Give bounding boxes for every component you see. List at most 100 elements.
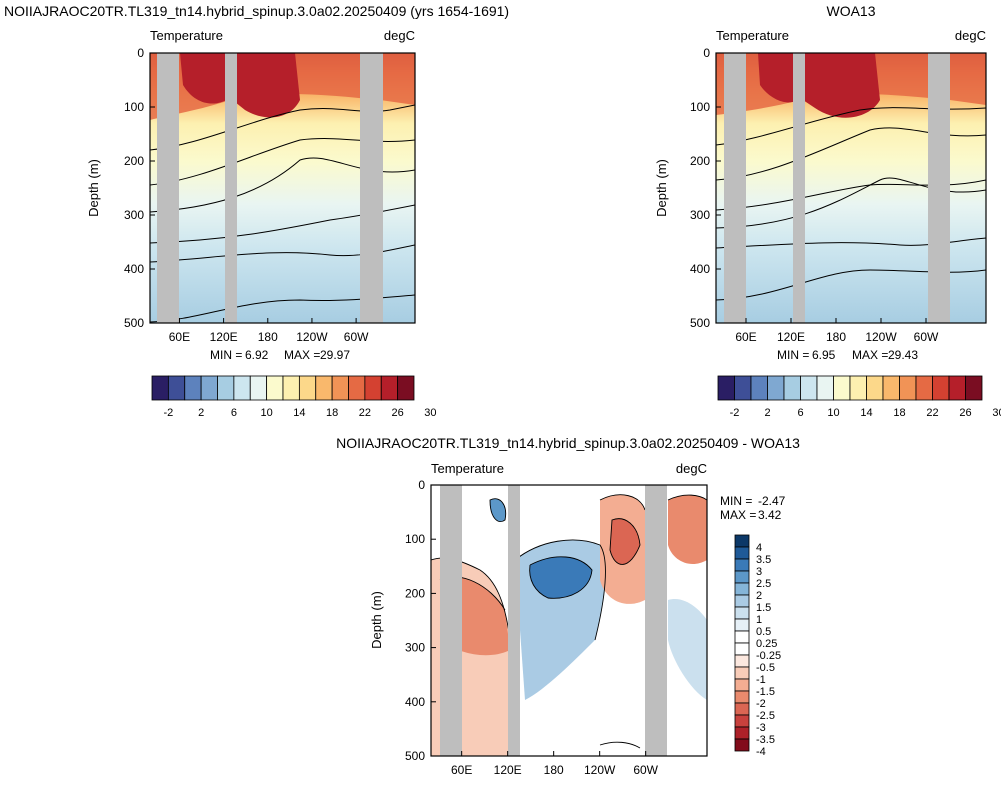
colorbar-swatch: [833, 375, 851, 401]
plot-area: [150, 53, 415, 323]
colorbar-swatch: [298, 375, 317, 401]
colorbar-label: -2: [730, 407, 740, 419]
colorbar-label: 14: [293, 407, 305, 419]
positive-anomaly: [610, 518, 640, 565]
colorbar-swatch: [783, 375, 801, 401]
y-tick-label: 300: [690, 208, 710, 222]
colorbar-label: -3.5: [756, 734, 775, 746]
x-tick-label: 60W: [344, 330, 369, 344]
colorbar-label: -2: [163, 407, 173, 419]
colorbar-label: 0.5: [756, 626, 771, 638]
colorbar-swatch: [397, 375, 415, 401]
x-tick-label: 120W: [296, 330, 328, 344]
colorbar-swatch: [734, 714, 750, 728]
land-mask-americas: [645, 485, 667, 756]
y-tick-label: 500: [690, 316, 710, 330]
x-tick-label: 120W: [865, 330, 897, 344]
plot-frame: [149, 52, 416, 324]
units-label: degC: [955, 28, 986, 43]
colorbar-label: 14: [860, 407, 872, 419]
y-tick-label: 400: [124, 262, 144, 276]
colorbar-label: -2.5: [756, 710, 775, 722]
min-value: 6.95: [812, 348, 836, 362]
y-axis-label: Depth (m): [369, 591, 384, 649]
y-axis-label: Depth (m): [86, 159, 101, 217]
colorbar-swatch: [734, 534, 750, 548]
x-tick-label: 120E: [494, 763, 522, 777]
colorbar-swatch: [734, 630, 750, 644]
land-mask-africa: [157, 53, 179, 323]
negative-anomaly: [529, 556, 592, 599]
colorbar-swatch: [151, 375, 169, 401]
land-mask-maritime: [225, 53, 237, 323]
panel-title: NOIIAJRAOC20TR.TL319_tn14.hybrid_spinup.…: [336, 435, 800, 451]
colorbar-swatch: [882, 375, 900, 401]
colorbar-label: 2: [764, 407, 770, 419]
min-label: MIN =: [777, 348, 809, 362]
y-tick-label: 200: [690, 154, 710, 168]
colorbar-label: 30: [992, 407, 1001, 419]
colorbar-swatch: [899, 375, 917, 401]
plot-area: [716, 53, 986, 323]
y-tick-label: 0: [703, 46, 710, 60]
max-value: 3.42: [758, 508, 782, 522]
colorbar-swatch: [200, 375, 218, 401]
units-label: degC: [384, 28, 415, 43]
colorbar-swatch: [948, 375, 966, 401]
colorbar-swatch: [816, 375, 834, 401]
plot-area: [431, 485, 707, 756]
variable-label: Temperature: [150, 28, 223, 43]
colorbar-swatch: [315, 375, 333, 401]
colorbar-swatch: [734, 618, 750, 632]
land-mask-africa: [724, 53, 746, 323]
colorbar-label: 0.25: [756, 638, 777, 650]
panel-title: NOIIAJRAOC20TR.TL319_tn14.hybrid_spinup.…: [4, 3, 509, 19]
colorbar-swatch: [750, 375, 768, 401]
colorbar-label: 3: [756, 566, 762, 578]
y-tick-label: 100: [690, 100, 710, 114]
x-tick-label: 60W: [633, 763, 658, 777]
panel-title: WOA13: [826, 3, 875, 19]
min-value: -2.47: [758, 494, 786, 508]
colorbar-label: 2: [198, 407, 204, 419]
colorbar-label: -2: [756, 698, 766, 710]
colorbar-swatch: [734, 558, 750, 572]
y-axis-label: Depth (m): [654, 159, 669, 217]
colorbar-swatch: [380, 375, 399, 401]
max-label: MAX =: [284, 348, 320, 362]
colorbar-swatch: [348, 375, 366, 401]
land-mask-africa: [440, 485, 462, 756]
land-mask-americas: [928, 53, 950, 323]
warm-pool-core: [180, 53, 300, 118]
colorbar-swatch: [734, 702, 750, 716]
panel-difference: NOIIAJRAOC20TR.TL319_tn14.hybrid_spinup.…: [336, 435, 800, 777]
min-label: MIN =: [720, 494, 752, 508]
panel-woa13-temperature: WOA13 Temperature degC 0100200300400500 …: [654, 3, 1001, 419]
colorbar-swatch: [282, 375, 300, 401]
colorbar-swatch: [331, 375, 349, 401]
colorbar-label: 2.5: [756, 578, 771, 590]
colorbar-swatch: [866, 375, 884, 401]
negative-anomaly: [668, 599, 707, 700]
x-tick-label: 180: [826, 330, 846, 344]
max-label: MAX =: [852, 348, 888, 362]
colorbar-label: 26: [959, 407, 971, 419]
x-tick-label: 60E: [451, 763, 472, 777]
colorbar-swatch: [849, 375, 867, 401]
y-tick-label: 200: [405, 586, 425, 600]
y-tick-label: 500: [405, 749, 425, 763]
y-tick-label: 0: [137, 46, 144, 60]
max-value: 29.43: [888, 348, 918, 362]
warm-pool-core: [758, 53, 880, 118]
colorbar-label: 6: [797, 407, 803, 419]
colorbar-swatch: [233, 375, 251, 401]
colorbar-swatch: [249, 375, 268, 401]
colorbar-swatch: [266, 375, 284, 401]
colorbar-swatch: [734, 546, 750, 560]
colorbar-label: 18: [893, 407, 905, 419]
colorbar-label: 2: [756, 590, 762, 602]
colorbar-swatch: [734, 726, 750, 740]
y-tick-label: 300: [405, 641, 425, 655]
colorbar-label: -1: [756, 674, 766, 686]
